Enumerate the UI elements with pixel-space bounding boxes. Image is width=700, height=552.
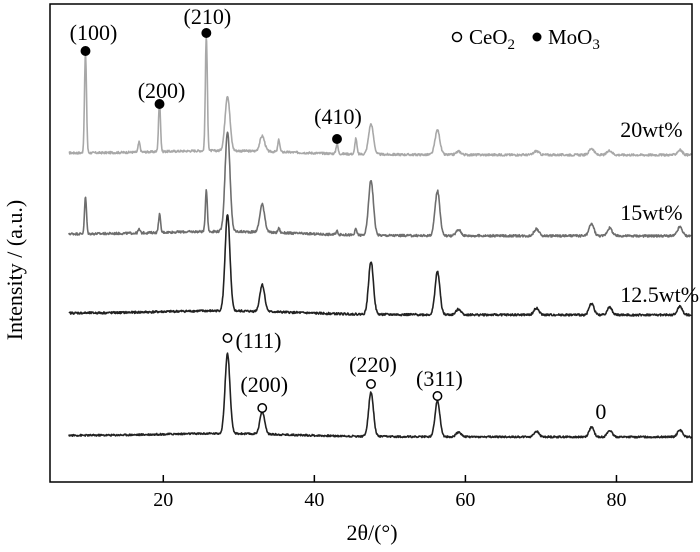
legend-moo3-label: MoO3 [548, 25, 600, 53]
ceo2-peak-marker [366, 379, 376, 389]
x-axis-title: 2θ/(°) [346, 520, 397, 545]
x-tick-label: 20 [153, 489, 173, 511]
series-line [68, 36, 692, 157]
series-line [68, 214, 692, 317]
legend-moo3-sub: 3 [592, 37, 600, 53]
ceo2-peak-marker [432, 391, 443, 401]
x-tick-label: 40 [304, 489, 324, 511]
axis-layer: 20 40 60 80 [49, 3, 693, 511]
legend-moo3-main: MoO [548, 25, 592, 49]
moo3-peak-marker [201, 28, 212, 38]
moo3-peak-marker [80, 46, 91, 56]
series-label: 0 [595, 399, 606, 424]
series-label: 12.5wt% [620, 282, 699, 307]
peak-label: (210) [184, 4, 232, 29]
peak-label: (100) [70, 20, 118, 45]
legend: CeO2 MoO3 [451, 25, 600, 53]
legend-ceo2-marker [451, 31, 463, 43]
peak-label: (200) [138, 78, 186, 103]
legend-moo3-marker [532, 32, 542, 42]
series-label: 20wt% [620, 117, 682, 142]
peak-label: (200) [240, 372, 288, 397]
plot-frame [49, 3, 693, 483]
series-line [68, 131, 692, 238]
moo3-peak-marker [332, 134, 342, 144]
peak-label: (220) [349, 352, 397, 377]
x-tick-label: 80 [606, 489, 626, 511]
legend-ceo2-label: CeO2 [469, 25, 515, 53]
series-label: 15wt% [620, 200, 682, 225]
legend-ceo2-sub: 2 [508, 37, 516, 53]
peak-label: (111) [235, 328, 281, 353]
ceo2-peak-marker [222, 333, 233, 343]
peak-label: (410) [314, 104, 362, 129]
x-tick-label: 60 [455, 489, 475, 511]
legend-ceo2-main: CeO [469, 25, 508, 49]
peak-label: (311) [416, 366, 463, 391]
plot-layer [68, 36, 692, 439]
series-line [68, 352, 692, 439]
annotation-layer: 20wt% 15wt% 12.5wt% 0 (100) (200) (210) (410) (1… [70, 4, 699, 424]
y-axis-title: Intensity / (a.u.) [2, 200, 27, 341]
moo3-peak-marker [154, 99, 165, 109]
ceo2-peak-marker [257, 403, 268, 413]
